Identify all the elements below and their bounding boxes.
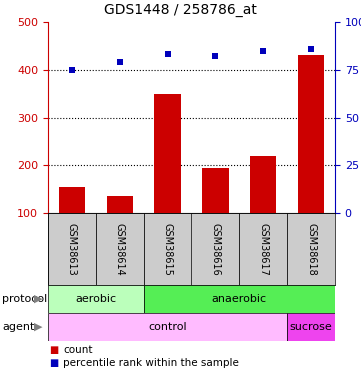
Bar xyxy=(48,213,96,285)
Text: percentile rank within the sample: percentile rank within the sample xyxy=(63,358,239,368)
Point xyxy=(308,46,314,52)
Text: agent: agent xyxy=(2,322,34,332)
Point xyxy=(69,67,75,73)
Bar xyxy=(144,285,335,313)
Text: ■: ■ xyxy=(49,358,58,368)
Bar xyxy=(96,213,144,285)
Text: GSM38616: GSM38616 xyxy=(210,223,221,275)
Text: GSM38613: GSM38613 xyxy=(67,223,77,275)
Point xyxy=(117,59,123,65)
Text: sucrose: sucrose xyxy=(290,322,332,332)
Text: control: control xyxy=(148,322,187,332)
Bar xyxy=(239,213,287,285)
Text: ▶: ▶ xyxy=(34,294,42,304)
Bar xyxy=(59,187,85,213)
Bar xyxy=(106,196,133,213)
Text: count: count xyxy=(63,345,93,355)
Text: GSM38615: GSM38615 xyxy=(162,223,173,275)
Text: GSM38618: GSM38618 xyxy=(306,223,316,275)
Text: ▶: ▶ xyxy=(34,322,42,332)
Text: protocol: protocol xyxy=(2,294,47,304)
Bar xyxy=(48,285,144,313)
Bar xyxy=(202,168,229,213)
Point xyxy=(260,48,266,54)
Text: ■: ■ xyxy=(49,345,58,355)
Text: GSM38617: GSM38617 xyxy=(258,223,268,275)
Bar xyxy=(287,213,335,285)
Bar xyxy=(155,94,181,213)
Point xyxy=(213,53,218,59)
Bar xyxy=(287,313,335,341)
Text: aerobic: aerobic xyxy=(75,294,116,304)
Text: GSM38614: GSM38614 xyxy=(115,223,125,275)
Bar xyxy=(191,213,239,285)
Bar xyxy=(250,156,277,213)
Text: GDS1448 / 258786_at: GDS1448 / 258786_at xyxy=(104,3,257,17)
Bar xyxy=(144,213,191,285)
Text: anaerobic: anaerobic xyxy=(212,294,267,304)
Point xyxy=(165,51,170,57)
Bar xyxy=(298,56,324,213)
Bar xyxy=(48,313,287,341)
